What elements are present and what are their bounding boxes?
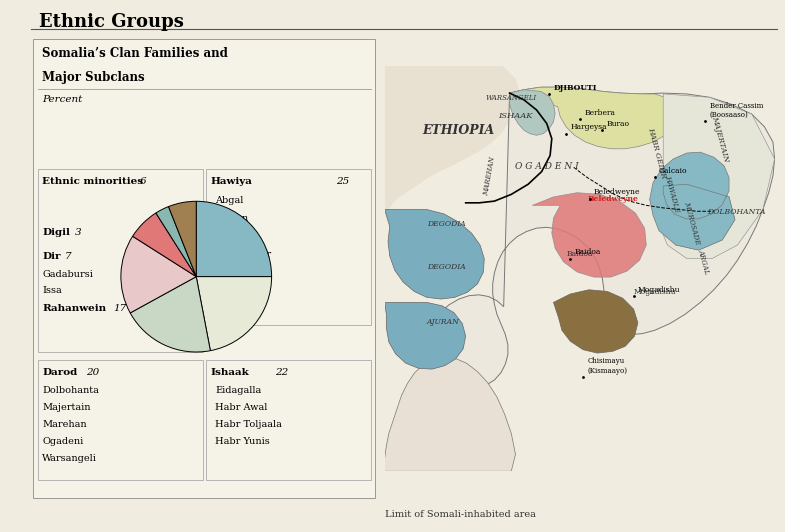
- Text: DEGODIA: DEGODIA: [427, 263, 466, 271]
- Text: Ogadeni: Ogadeni: [42, 437, 84, 446]
- Text: O G A D E N I: O G A D E N I: [516, 162, 579, 171]
- Text: Warsangeli: Warsangeli: [42, 454, 97, 463]
- Polygon shape: [553, 290, 638, 353]
- Text: 22: 22: [275, 368, 288, 377]
- Text: Hargeysa: Hargeysa: [570, 123, 607, 131]
- Text: Darod: Darod: [42, 368, 78, 377]
- Text: Dolbohanta: Dolbohanta: [42, 386, 99, 395]
- Text: HABR GEDIR: HABR GEDIR: [646, 127, 667, 179]
- Polygon shape: [509, 87, 678, 149]
- Wedge shape: [156, 206, 196, 277]
- Text: Beledweyne: Beledweyne: [587, 195, 638, 203]
- Text: Ishaak: Ishaak: [210, 368, 249, 377]
- Text: AJURAN: AJURAN: [427, 318, 459, 326]
- Text: MAREHAN: MAREHAN: [482, 156, 496, 196]
- Wedge shape: [196, 277, 272, 351]
- Text: Percent: Percent: [42, 95, 82, 104]
- Text: Abgal: Abgal: [215, 196, 243, 204]
- Text: DJIBOUTI: DJIBOUTI: [553, 84, 597, 92]
- Text: ISHAAK: ISHAAK: [498, 112, 533, 120]
- Text: DEGODIA: DEGODIA: [427, 220, 466, 228]
- Text: Major Subclans: Major Subclans: [42, 71, 145, 84]
- Text: 20: 20: [86, 368, 100, 377]
- Text: Murosade: Murosade: [215, 286, 265, 295]
- Polygon shape: [532, 193, 646, 277]
- Polygon shape: [385, 210, 484, 299]
- Text: Ajuran: Ajuran: [215, 213, 248, 222]
- Text: Digil: Digil: [42, 228, 71, 237]
- Text: Habr Gedir: Habr Gedir: [215, 250, 271, 259]
- Text: Eidagalla: Eidagalla: [215, 386, 261, 395]
- Text: Ethnic Groups: Ethnic Groups: [39, 13, 184, 31]
- Text: Gadabursi: Gadabursi: [42, 270, 93, 279]
- Text: Berbera: Berbera: [585, 109, 615, 117]
- Text: 25: 25: [336, 178, 349, 187]
- Polygon shape: [385, 302, 466, 369]
- Polygon shape: [427, 87, 775, 390]
- Polygon shape: [509, 90, 555, 135]
- Wedge shape: [121, 236, 196, 313]
- Text: Burao: Burao: [607, 120, 630, 128]
- Text: Somalia’s Clan Families and: Somalia’s Clan Families and: [42, 47, 228, 60]
- Text: Issa: Issa: [42, 286, 62, 295]
- Text: Chisimayu
(Kismaayo): Chisimayu (Kismaayo): [587, 358, 627, 375]
- Polygon shape: [385, 66, 520, 214]
- Text: 3: 3: [75, 228, 82, 237]
- Text: HAWADLE: HAWADLE: [663, 174, 681, 213]
- Text: Marehan: Marehan: [42, 420, 87, 429]
- Text: Baidoa: Baidoa: [575, 248, 601, 256]
- Text: MAJERTAIN: MAJERTAIN: [710, 115, 729, 163]
- Text: MUROSADE: MUROSADE: [681, 200, 701, 245]
- Text: 7: 7: [64, 252, 71, 261]
- Text: Degodia: Degodia: [215, 231, 256, 240]
- Text: Beledweyne: Beledweyne: [594, 188, 641, 196]
- Text: Hawiya: Hawiya: [210, 178, 252, 187]
- Polygon shape: [385, 356, 516, 471]
- Text: Habr Toljaala: Habr Toljaala: [215, 420, 282, 429]
- Wedge shape: [169, 201, 196, 277]
- Text: Hawadle: Hawadle: [215, 268, 259, 277]
- Polygon shape: [650, 152, 735, 250]
- Text: Habr Yunis: Habr Yunis: [215, 437, 270, 446]
- Wedge shape: [196, 201, 272, 277]
- Polygon shape: [659, 94, 775, 259]
- Text: 6: 6: [140, 178, 146, 187]
- Text: Majertain: Majertain: [42, 403, 91, 412]
- Text: Limit of Somali-inhabited area: Limit of Somali-inhabited area: [385, 510, 535, 519]
- Wedge shape: [130, 277, 210, 352]
- Text: ARGAL: ARGAL: [697, 248, 711, 275]
- Text: Galcaio: Galcaio: [659, 168, 688, 176]
- Text: ETHIOPIA: ETHIOPIA: [422, 123, 495, 137]
- Text: Ethnic minorities: Ethnic minorities: [42, 178, 144, 187]
- Text: Habr Awal: Habr Awal: [215, 403, 268, 412]
- Wedge shape: [133, 213, 196, 277]
- Text: WARSANGELI: WARSANGELI: [486, 94, 537, 102]
- Text: DOLBOHANTA: DOLBOHANTA: [707, 208, 765, 216]
- FancyBboxPatch shape: [33, 39, 375, 498]
- Text: Rahanwein: Rahanwein: [42, 304, 107, 313]
- Text: Dir: Dir: [42, 252, 61, 261]
- Text: Mogadishu: Mogadishu: [638, 286, 681, 294]
- Text: Mogadishu: Mogadishu: [633, 288, 676, 296]
- Text: Baidoa: Baidoa: [566, 250, 593, 258]
- Text: 17: 17: [113, 304, 126, 313]
- Text: Bender Cassim
(Boosaaso): Bender Cassim (Boosaaso): [710, 102, 763, 119]
